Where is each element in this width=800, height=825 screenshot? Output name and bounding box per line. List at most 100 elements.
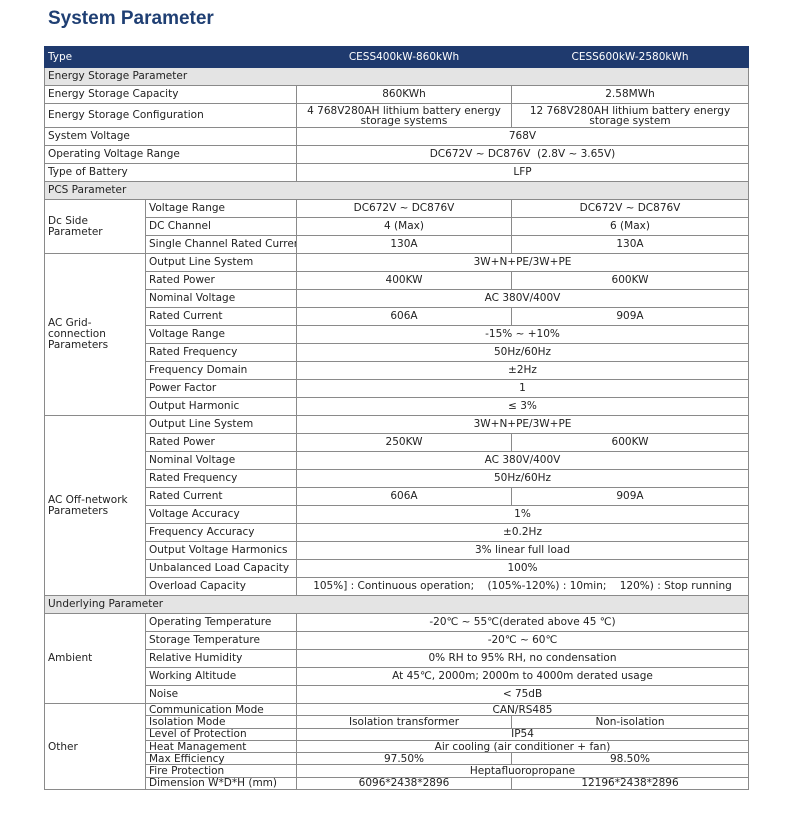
param-name: Overload Capacity xyxy=(145,577,297,596)
value-cell: 768V xyxy=(296,127,749,146)
param-row: Rated Current 606A 909A xyxy=(45,487,749,506)
value-cell: DC672V ~ DC876V xyxy=(296,199,512,218)
param-row: Level of Protection IP54 xyxy=(45,727,749,741)
value-cell: 4 (Max) xyxy=(296,217,512,236)
param-name: Frequency Accuracy xyxy=(145,523,297,542)
param-name: Working Altitude xyxy=(145,667,297,686)
value-cell: 2.58MWh xyxy=(511,85,749,104)
value-cell: 909A xyxy=(511,487,749,506)
param-row: Rated Frequency 50Hz/60Hz xyxy=(45,343,749,362)
param-name: Type of Battery xyxy=(44,163,297,182)
value-cell: DC672V ~ DC876V xyxy=(511,199,749,218)
value-cell: Heptafluoropropane xyxy=(296,764,749,778)
value-cell: 1% xyxy=(296,505,749,524)
value-cell: Non-isolation xyxy=(511,715,749,729)
param-row: Other Communication Mode CAN/RS485 xyxy=(44,702,749,791)
value-cell: 600KW xyxy=(511,271,749,290)
param-name: Voltage Range xyxy=(145,199,297,218)
value-cell: AC 380V/400V xyxy=(296,451,749,470)
param-row: Fire Protection Heptafluoropropane xyxy=(45,764,749,778)
param-name: DC Channel xyxy=(145,217,297,236)
value-cell: ≤ 3% xyxy=(296,397,749,416)
value-cell: 97.50% xyxy=(296,752,512,766)
param-name: Rated Current xyxy=(145,487,297,506)
param-name: Noise xyxy=(145,685,297,704)
param-name: Voltage Accuracy xyxy=(145,505,297,524)
param-row: Rated Current 606A 909A xyxy=(45,307,749,326)
param-name: Rated Current xyxy=(145,307,297,326)
group-label: Ambient xyxy=(44,613,146,704)
header-cell: CESS600kW-2580kWh xyxy=(511,46,749,68)
value-cell: 860KWh xyxy=(296,85,512,104)
value-cell: 400KW xyxy=(296,271,512,290)
value-cell: 100% xyxy=(296,559,749,578)
param-row: Working Altitude At 45℃, 2000m; 2000m to … xyxy=(45,667,749,686)
value-cell: 130A xyxy=(511,235,749,254)
param-row: Storage Temperature -20℃ ~ 60℃ xyxy=(45,631,749,650)
param-name: Rated Power xyxy=(145,271,297,290)
param-name: Frequency Domain xyxy=(145,361,297,380)
value-cell: 600KW xyxy=(511,433,749,452)
param-name: Communication Mode xyxy=(145,702,297,717)
value-cell: 3% linear full load xyxy=(296,541,749,560)
param-name: Level of Protection xyxy=(145,727,297,741)
value-cell: 250KW xyxy=(296,433,512,452)
param-row: System Voltage 768V xyxy=(44,127,749,146)
param-name: Max Efficiency xyxy=(145,752,297,766)
group-label: Dc Side Parameter xyxy=(44,199,146,254)
param-name: Output Line System xyxy=(145,415,297,434)
param-name: Rated Power xyxy=(145,433,297,452)
param-name: Nominal Voltage xyxy=(145,289,297,308)
value-cell: 50Hz/60Hz xyxy=(296,469,749,488)
value-cell: IP54 xyxy=(296,727,749,741)
spec-table: Type CESS400kW-860kWh CESS600kW-2580kWh Ene… xyxy=(44,46,749,791)
param-row: Voltage Accuracy 1% xyxy=(45,505,749,524)
param-name: Rated Frequency xyxy=(145,343,297,362)
group-label: Other xyxy=(44,702,146,791)
value-cell: 6096*2438*2896 xyxy=(296,776,512,791)
param-row: Frequency Domain ±2Hz xyxy=(45,361,749,380)
param-row: Type of Battery LFP xyxy=(44,163,749,182)
param-row: Output Voltage Harmonics 3% linear full l… xyxy=(45,541,749,560)
param-name: Output Harmonic xyxy=(145,397,297,416)
table-body: Type CESS400kW-860kWh CESS600kW-2580kWh Ene… xyxy=(44,46,749,791)
param-name: Unbalanced Load Capacity xyxy=(145,559,297,578)
value-cell: 98.50% xyxy=(511,752,749,766)
value-cell: 3W+N+PE/3W+PE xyxy=(296,253,749,272)
value-cell: DC672V ~ DC876V (2.8V ~ 3.65V) xyxy=(296,145,749,164)
value-cell: 12 768V280AH lithium battery energy stor… xyxy=(511,103,749,128)
value-cell: < 75dB xyxy=(296,685,749,704)
value-cell: -20℃ ~ 60℃ xyxy=(296,631,749,650)
value-cell: 130A xyxy=(296,235,512,254)
value-cell: 606A xyxy=(296,307,512,326)
param-row: Relative Humidity 0% RH to 95% RH, no con… xyxy=(45,649,749,668)
param-row: Operating Voltage Range DC672V ~ DC876V (… xyxy=(44,145,749,164)
param-row: Rated Power 250KW 600KW xyxy=(45,433,749,452)
value-cell: 0% RH to 95% RH, no condensation xyxy=(296,649,749,668)
header-cell: Type xyxy=(44,46,297,68)
param-row: AC Grid-connection Parameters Output Line… xyxy=(44,253,749,416)
section-row: PCS Parameter xyxy=(44,181,749,200)
param-row: Nominal Voltage AC 380V/400V xyxy=(45,451,749,470)
param-row: Output Harmonic ≤ 3% xyxy=(45,397,749,416)
value-cell: LFP xyxy=(296,163,749,182)
value-cell: -20℃ ~ 55℃(derated above 45 ℃) xyxy=(296,613,749,632)
section-title: Underlying Parameter xyxy=(44,595,749,614)
param-name: System Voltage xyxy=(44,127,297,146)
value-cell: 909A xyxy=(511,307,749,326)
param-row: Overload Capacity 105%] : Continuous oper… xyxy=(45,577,749,596)
value-cell: -15% ~ +10% xyxy=(296,325,749,344)
value-cell: 105%] : Continuous operation; (105%-120%… xyxy=(296,577,749,596)
section-title: PCS Parameter xyxy=(44,181,749,200)
value-cell: Isolation transformer xyxy=(296,715,512,729)
value-cell: Air cooling (air conditioner + fan) xyxy=(296,739,749,754)
param-row: Noise < 75dB xyxy=(45,685,749,704)
param-name: Rated Frequency xyxy=(145,469,297,488)
param-row: Isolation Mode Isolation transformer Non-i… xyxy=(45,715,749,729)
param-row: AC Off-network Parameters Output Line Sys… xyxy=(44,415,749,596)
param-row: Power Factor 1 xyxy=(45,379,749,398)
value-cell: At 45℃, 2000m; 2000m to 4000m derated us… xyxy=(296,667,749,686)
value-cell: ±2Hz xyxy=(296,361,749,380)
value-cell: 1 xyxy=(296,379,749,398)
